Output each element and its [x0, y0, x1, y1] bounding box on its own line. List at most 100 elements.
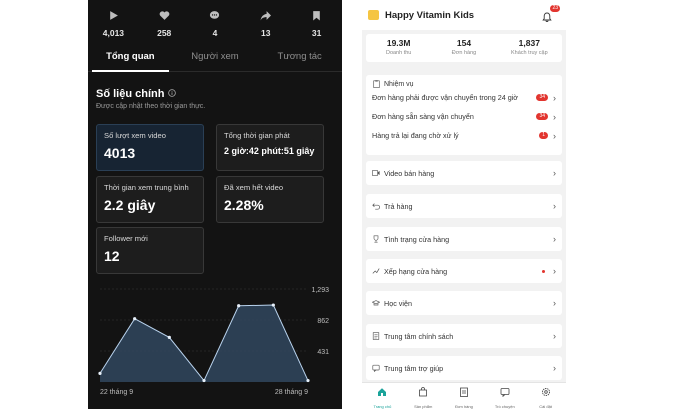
- task-count-badge: 1: [539, 132, 548, 139]
- stat-value: 31: [311, 28, 322, 38]
- metric-value: 2 giờ:42 phút:51 giây: [224, 146, 315, 156]
- views-chart: 1,293 862 431 22 tháng 9 28 tháng 9: [88, 280, 342, 409]
- nav-label: Trang chủ: [373, 403, 392, 409]
- stat-comments[interactable]: 4: [190, 0, 241, 46]
- academy-icon: [372, 299, 380, 307]
- stat-value: 258: [157, 28, 172, 38]
- shop-summary: 19.3M Doanh thu 154 Đơn hàng 1,837 Khách…: [366, 34, 562, 62]
- y-tick-label: 1,293: [311, 287, 329, 294]
- tab-viewers[interactable]: Người xem: [191, 51, 239, 62]
- task-count-badge: 34: [536, 113, 548, 120]
- chevron-right-icon: ›: [553, 201, 556, 211]
- menu-label: Trung tâm chính sách: [384, 331, 454, 341]
- shop-logo: [368, 10, 379, 20]
- metric-label: Tổng thời gian phát: [224, 131, 290, 140]
- task-label: Đơn hàng phải được vận chuyển trong 24 g…: [372, 93, 519, 102]
- bell-icon[interactable]: [542, 9, 552, 27]
- nav-home[interactable]: Trang chủ: [362, 383, 403, 409]
- tasks-header: Nhiệm vụ: [366, 75, 562, 88]
- clipboard-icon: [372, 80, 380, 88]
- metric-card-completion[interactable]: Đã xem hết video 2.28%: [216, 176, 324, 223]
- menu-label: Tình trạng cửa hàng: [384, 234, 450, 244]
- nav-orders[interactable]: Đơn hàng: [444, 383, 485, 409]
- task-item[interactable]: Đơn hàng sẵn sàng vận chuyển 34 ›: [366, 107, 562, 126]
- metric-value: 12: [104, 248, 120, 264]
- video-icon: [372, 169, 380, 177]
- shop-name: Happy Vitamin Kids: [385, 9, 475, 21]
- menu-label: Video bán hàng: [384, 168, 435, 178]
- task-item[interactable]: Hàng trả lại đang chờ xử lý 1 ›: [366, 126, 562, 145]
- stat-saves[interactable]: 31: [291, 0, 342, 46]
- summary-label: Khách truy cập: [510, 50, 548, 56]
- heart-icon: [157, 8, 171, 22]
- chevron-right-icon: ›: [553, 266, 556, 276]
- chevron-right-icon: ›: [553, 298, 556, 308]
- data-point: [237, 304, 241, 308]
- help-icon: [372, 364, 380, 372]
- stat-views[interactable]: 4,013: [88, 0, 139, 46]
- nav-label: Trò chuyện: [494, 403, 515, 409]
- stat-likes[interactable]: 258: [139, 0, 190, 46]
- metric-value: 2.28%: [224, 197, 264, 213]
- home-icon: [377, 384, 387, 402]
- section-title: Số liệu chính: [96, 88, 177, 100]
- metric-card-avg-watch[interactable]: Thời gian xem trung bình 2.2 giây: [96, 176, 204, 223]
- menu-help[interactable]: Trung tâm trợ giúp ›: [366, 356, 562, 380]
- notification-badge: 23: [550, 5, 560, 12]
- menu-label: Học viện: [384, 298, 412, 308]
- task-label: Hàng trả lại đang chờ xử lý: [372, 131, 459, 140]
- nav-label: Đơn hàng: [455, 403, 473, 409]
- data-point: [98, 371, 102, 375]
- menu-shop-status[interactable]: Tình trạng cửa hàng ›: [366, 227, 562, 251]
- chevron-right-icon: ›: [553, 168, 556, 178]
- summary-label: Doanh thu: [385, 50, 412, 56]
- menu-returns[interactable]: Trả hàng ›: [366, 194, 562, 218]
- menu-academy[interactable]: Học viện ›: [366, 291, 562, 315]
- nav-chat[interactable]: Trò chuyện: [484, 383, 525, 409]
- section-subtitle: Được cập nhật theo thời gian thực.: [96, 103, 206, 110]
- data-point: [306, 378, 310, 383]
- chevron-right-icon: ›: [553, 130, 556, 141]
- summary-orders[interactable]: 154 Đơn hàng: [431, 34, 496, 62]
- bag-icon: [418, 384, 428, 402]
- summary-visitors[interactable]: 1,837 Khách truy cập: [497, 34, 562, 62]
- x-tick-label: 22 tháng 9: [100, 389, 133, 396]
- metric-card-watch-time[interactable]: Tổng thời gian phát 2 giờ:42 phút:51 giâ…: [216, 124, 324, 171]
- play-icon: [106, 8, 120, 22]
- section-title-text: Số liệu chính: [96, 88, 165, 100]
- views-chart-svg: 1,293 862 431 22 tháng 9 28 tháng 9: [98, 287, 329, 396]
- chat-icon: [500, 384, 510, 402]
- info-icon[interactable]: [168, 88, 177, 100]
- metric-card-views[interactable]: Số lượt xem video 4013: [96, 124, 204, 171]
- chevron-right-icon: ›: [553, 92, 556, 103]
- metric-label: Follower mới: [104, 234, 148, 243]
- tab-engagement[interactable]: Tương tác: [277, 51, 322, 62]
- summary-label: Đơn hàng: [451, 50, 477, 56]
- metric-card-followers[interactable]: Follower mới 12: [96, 227, 204, 274]
- summary-revenue[interactable]: 19.3M Doanh thu: [366, 34, 431, 62]
- tasks-panel: Nhiệm vụ Đơn hàng phải được vận chuyển t…: [366, 75, 562, 155]
- menu-video[interactable]: Video bán hàng ›: [366, 161, 562, 185]
- nav-settings[interactable]: Cài đặt: [525, 383, 566, 409]
- shop-screen: Happy Vitamin Kids 23 19.3M Doanh thu 15…: [362, 0, 566, 409]
- metric-label: Số lượt xem video: [104, 131, 166, 140]
- task-count-badge: 34: [536, 94, 548, 101]
- alert-dot: [542, 269, 545, 273]
- metric-label: Thời gian xem trung bình: [104, 183, 189, 192]
- stat-shares[interactable]: 13: [240, 0, 291, 46]
- summary-value: 154: [456, 38, 472, 48]
- nav-products[interactable]: Sản phẩm: [403, 383, 444, 409]
- y-tick-label: 431: [317, 349, 329, 356]
- tab-overview[interactable]: Tổng quan: [88, 46, 173, 72]
- analytics-tabs: Tổng quan Người xem Tương tác: [88, 46, 342, 72]
- video-stats-row: 4,013 258 4 13 31: [88, 0, 342, 46]
- menu-label: Trung tâm trợ giúp: [384, 363, 444, 373]
- summary-value: 19.3M: [386, 38, 411, 48]
- metric-label: Đã xem hết video: [224, 183, 284, 192]
- menu-shop-rank[interactable]: Xếp hạng cửa hàng ›: [366, 259, 562, 283]
- task-item[interactable]: Đơn hàng phải được vận chuyển trong 24 g…: [366, 88, 562, 107]
- data-point: [202, 378, 206, 383]
- menu-policy[interactable]: Trung tâm chính sách ›: [366, 324, 562, 348]
- gear-icon: [541, 384, 551, 402]
- trophy-icon: [372, 235, 380, 243]
